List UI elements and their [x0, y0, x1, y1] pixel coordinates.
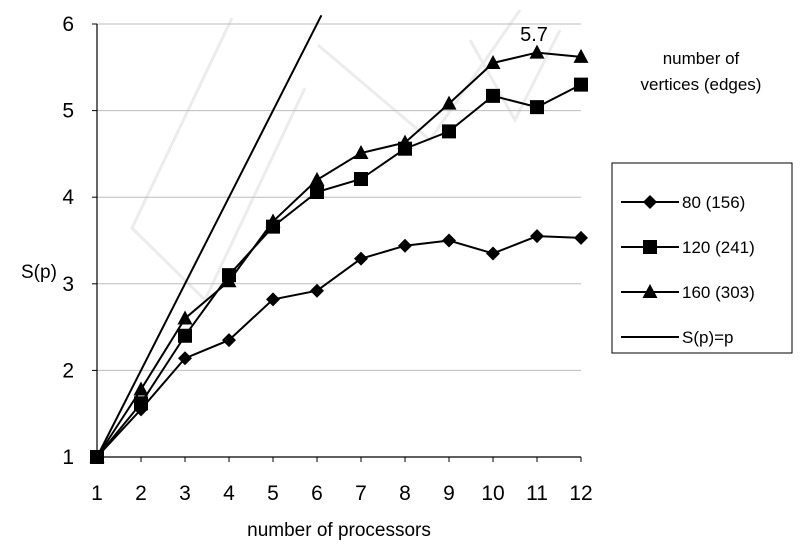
x-tick-label-6: 6 [311, 482, 323, 505]
x-tick-label-9: 9 [443, 482, 455, 505]
y-tick-label-4: 4 [62, 186, 74, 209]
point-2-9 [442, 124, 456, 139]
watermark [130, 9, 562, 303]
point-1-5 [266, 292, 280, 307]
x-tick-label-4: 4 [223, 482, 235, 505]
point-2-2 [134, 396, 148, 411]
x-tick-labels: 1 2 3 4 5 6 7 8 9 10 11 12 [91, 482, 593, 505]
series-line-reference [96, 14, 323, 458]
point-2-7 [354, 172, 368, 187]
point-1-4 [222, 333, 236, 348]
point-3-6 [309, 171, 325, 186]
point-3-4 [221, 273, 237, 288]
point-2-10 [486, 88, 500, 103]
annotation-1: 5.7 [520, 24, 548, 46]
legend-marker-2 [643, 240, 657, 254]
point-1-8 [398, 238, 412, 253]
x-tick-label-10: 10 [481, 482, 504, 505]
point-1-6 [310, 283, 324, 298]
series-line-2 [96, 83, 582, 458]
legend-label-3: 160 (303) [682, 283, 755, 302]
y-tick-labels: 1 2 3 4 5 6 [62, 13, 74, 469]
x-axis-title: number of processors [247, 520, 431, 541]
legend-label-1: 80 (156) [682, 193, 745, 212]
series-3 [89, 44, 589, 463]
x-tick-label-3: 3 [179, 482, 191, 505]
point-2-11 [530, 100, 544, 115]
legend-entries: 80 (156) 120 (241) 160 (303) S(p)=p [621, 193, 755, 347]
series-line-3 [96, 51, 582, 458]
series-2 [90, 77, 588, 464]
point-2-6 [310, 185, 324, 200]
x-tick-label-2: 2 [135, 482, 147, 505]
legend-entry-2: 120 (241) [621, 238, 755, 257]
legend-label-4: S(p)=p [682, 328, 734, 347]
legend-entry-4: S(p)=p [621, 328, 734, 347]
point-3-9 [441, 95, 457, 110]
series-4 [96, 14, 323, 458]
gridlines [97, 23, 581, 371]
x-tick-label-11: 11 [526, 482, 548, 505]
point-3-7 [353, 145, 369, 160]
point-1-12 [574, 230, 588, 245]
x-tick-label-7: 7 [355, 482, 367, 505]
point-1-9 [442, 233, 456, 248]
y-tick-label-6: 6 [62, 13, 74, 36]
legend-marker-1 [643, 195, 657, 209]
legend-entry-3: 160 (303) [621, 283, 755, 302]
x-tick-label-5: 5 [267, 482, 279, 505]
series-1 [90, 229, 588, 464]
y-tick-label-3: 3 [62, 273, 74, 296]
axes [92, 23, 582, 462]
x-tick-label-12: 12 [569, 482, 592, 505]
y-tick-label-2: 2 [62, 359, 74, 382]
annotations: 5.7 [520, 24, 548, 46]
y-tick-label-1: 1 [62, 446, 74, 469]
point-3-8 [397, 134, 413, 149]
legend-title-line-2: vertices (edges) [641, 75, 762, 94]
legend-label-2: 120 (241) [682, 238, 755, 257]
legend-marker-3 [642, 284, 658, 298]
point-1-11 [530, 229, 544, 244]
series-line-1 [96, 235, 582, 458]
legend-title-line-1: number of [663, 49, 740, 68]
legend-entry-1: 80 (156) [621, 193, 745, 212]
point-3-12 [573, 48, 589, 63]
point-1-7 [354, 251, 368, 266]
x-tick-label-8: 8 [399, 482, 411, 505]
point-1-3 [178, 351, 192, 366]
legend-box [611, 162, 793, 354]
point-1-10 [486, 246, 500, 261]
point-3-11 [529, 44, 545, 59]
point-3-3 [177, 310, 193, 325]
point-3-5 [265, 213, 281, 228]
series [89, 14, 589, 464]
legend: 80 (156) 120 (241) 160 (303) S(p)=p [611, 162, 793, 354]
x-tick-label-1: 1 [91, 482, 103, 505]
point-3-10 [485, 54, 501, 69]
y-tick-label-5: 5 [62, 100, 74, 123]
y-axis-title: S(p) [21, 262, 57, 283]
point-3-2 [133, 381, 149, 396]
legend-title: number of vertices (edges) [641, 49, 762, 94]
point-2-12 [574, 77, 588, 92]
point-2-3 [178, 328, 192, 343]
